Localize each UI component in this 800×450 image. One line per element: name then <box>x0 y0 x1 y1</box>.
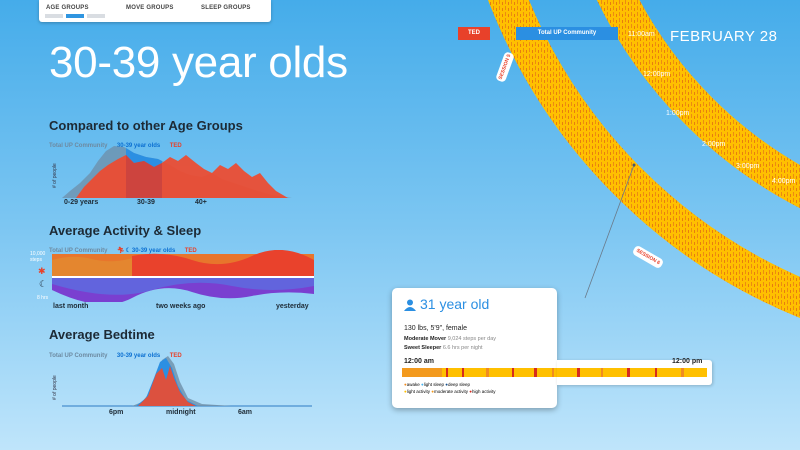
time-label-1: 12:00pm <box>643 71 671 78</box>
date-label: FEBRUARY 28 <box>670 28 778 45</box>
pointer-dot <box>632 163 636 167</box>
tab-bar-3 <box>87 14 105 18</box>
compare-title: Compared to other Age Groups <box>49 118 243 133</box>
legend-total: Total UP Community <box>49 248 108 254</box>
legend-total: Total UP Community <box>49 353 108 359</box>
compare-tick-0: 0-29 years <box>64 199 99 206</box>
activity-sleep-chart <box>52 250 314 302</box>
hrs-label: 8 hrs <box>37 295 49 301</box>
bedtime-chart <box>62 356 312 407</box>
axis-line <box>52 276 314 278</box>
sleeper-label: Sweet Sleeper <box>404 345 442 351</box>
profile-card: 31 year old 130 lbs, 5'9", female Modera… <box>392 288 706 408</box>
time-label-5: 4:00pm <box>772 178 796 185</box>
dot-icon: ● <box>404 389 407 394</box>
legend-moderate-activity: moderate activity <box>433 389 468 394</box>
bedtime-ted <box>138 366 196 406</box>
bedtime-tick-0: 6pm <box>109 409 124 416</box>
legend-age-group: 30-39 year olds <box>131 248 176 254</box>
tab-bar-1 <box>45 14 63 18</box>
tab-bar-2 <box>66 14 84 18</box>
compare-tick-2: 40+ <box>195 199 207 206</box>
activity-tick-1: two weeks ago <box>156 303 206 310</box>
legend-total: Total UP Community <box>49 143 108 149</box>
activity-ted <box>52 256 132 276</box>
bedtime-title: Average Bedtime <box>49 327 155 342</box>
day-activity-bar-extension <box>557 368 707 377</box>
time-label-0: 11:00am <box>628 31 655 38</box>
card-mover: Moderate Mover 9,024 steps per day <box>404 336 496 342</box>
mover-label: Moderate Mover <box>404 336 447 342</box>
time-label-4: 3:00pm <box>736 163 760 170</box>
legend-age-group: 30-39 year olds <box>116 143 161 149</box>
time-label-2: 1:00pm <box>666 110 690 117</box>
age-distribution-chart <box>62 146 292 198</box>
legend-age-group: 30-39 year olds <box>116 353 161 359</box>
moon-icon: ☾ <box>39 279 48 289</box>
legend-ted: TED <box>169 143 182 149</box>
card-legend: ●awake ●light sleep ●deep sleep ●light a… <box>404 381 554 395</box>
page-title: 30-39 year olds <box>49 38 348 87</box>
moon-icon: ☾ <box>125 248 131 254</box>
card-time-end-label: 12:00 pm <box>672 358 703 365</box>
sleep-age-group <box>52 278 314 295</box>
legend-awake: awake <box>406 382 420 387</box>
pointer-line <box>584 164 635 299</box>
bedtime-tick-1: midnight <box>166 409 196 416</box>
legend-light-activity: light activity <box>406 389 430 394</box>
sleeper-value: 6.6 hrs per night <box>442 345 483 351</box>
legend-light-sleep: light sleep <box>423 382 444 387</box>
legend-ted: TED <box>169 353 182 359</box>
legend-deep-sleep: deep sleep <box>447 382 470 387</box>
activity-legend: Total UP Community 🏃︎☾30-39 year olds TE… <box>49 239 202 257</box>
ring-label-community: Total UP Community <box>516 27 618 40</box>
legend-high-activity: high activity <box>471 389 496 394</box>
bedtime-legend: Total UP Community 30-39 year olds TED <box>49 344 187 362</box>
tab-sleep-groups[interactable]: SLEEP GROUPS <box>201 5 251 11</box>
dot-icon: ● <box>469 389 472 394</box>
card-heading: 31 year old <box>420 296 490 312</box>
activity-tick-0: last month <box>53 303 89 310</box>
dot-icon: ● <box>431 389 434 394</box>
legend-ted: TED <box>184 248 197 254</box>
tab-age-groups[interactable]: AGE GROUPS <box>46 5 89 11</box>
bedtime-tick-2: 6am <box>238 409 253 416</box>
person-icon <box>404 298 416 311</box>
activity-title: Average Activity & Sleep <box>49 223 202 238</box>
run-icon: 🏃︎ <box>116 248 125 254</box>
mover-value: 9,024 steps per day <box>447 336 497 342</box>
time-label-3: 2:00pm <box>702 141 726 148</box>
ring-label-ted: TED <box>458 27 490 40</box>
dot-icon: ● <box>445 382 448 387</box>
card-stats: 130 lbs, 5'9", female <box>404 325 467 332</box>
card-sleeper: Sweet Sleeper 6.6 hrs per night <box>404 345 483 351</box>
group-tabs: AGE GROUPS MOVE GROUPS SLEEP GROUPS <box>39 0 271 22</box>
compare-legend: Total UP Community 30-39 year olds TED <box>49 134 187 152</box>
dot-icon: ● <box>421 382 424 387</box>
activity-age-group <box>132 250 314 276</box>
tab-move-groups[interactable]: MOVE GROUPS <box>126 5 174 11</box>
run-icon: ✱ <box>38 266 46 276</box>
dot-icon: ● <box>404 382 407 387</box>
activity-tick-2: yesterday <box>276 303 309 310</box>
card-time-start: 12:00 am <box>404 358 434 365</box>
compare-tick-1: 30-39 <box>137 199 155 206</box>
steps-label: 10,000 steps <box>30 251 46 263</box>
ted-age-overlap <box>126 155 162 198</box>
